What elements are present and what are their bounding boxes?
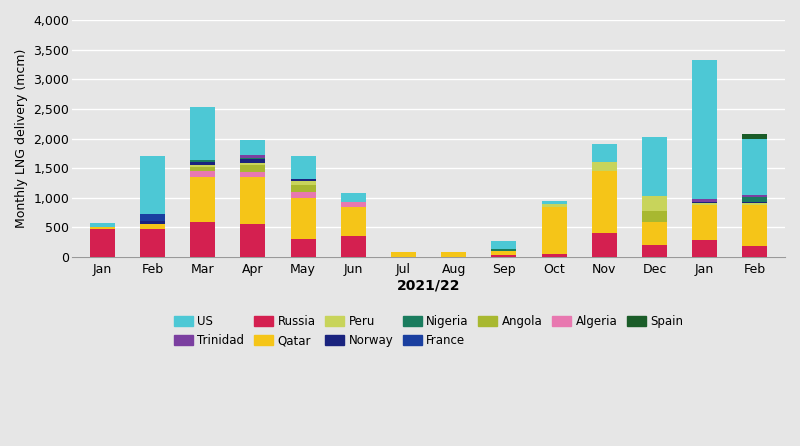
Bar [240, 159, 266, 163]
Bar [240, 140, 266, 155]
Bar [692, 205, 718, 240]
Bar [290, 156, 316, 179]
Bar [90, 223, 115, 227]
Bar [290, 198, 316, 240]
Bar [642, 137, 667, 196]
Bar [140, 221, 165, 224]
Bar [90, 229, 115, 257]
Bar [290, 240, 316, 257]
Bar [341, 236, 366, 257]
Bar [642, 211, 667, 222]
Bar [391, 252, 416, 257]
Bar [190, 162, 215, 165]
Bar [642, 245, 667, 257]
Bar [742, 202, 767, 203]
Bar [491, 251, 517, 255]
Bar [542, 201, 566, 204]
Bar [140, 229, 165, 257]
Bar [742, 195, 767, 197]
Bar [240, 224, 266, 257]
Bar [491, 255, 517, 257]
Bar [692, 240, 718, 257]
Bar [692, 203, 718, 205]
Bar [240, 157, 266, 159]
Bar [592, 162, 617, 171]
Bar [90, 227, 115, 229]
Bar [642, 222, 667, 245]
Bar [190, 167, 215, 171]
Bar [441, 252, 466, 257]
Bar [240, 155, 266, 157]
Bar [692, 202, 718, 203]
Bar [742, 139, 767, 195]
Bar [190, 171, 215, 177]
Bar [491, 241, 517, 249]
Bar [290, 181, 316, 185]
Bar [692, 60, 718, 199]
Bar [140, 224, 165, 229]
Bar [140, 156, 165, 214]
Bar [692, 199, 718, 202]
X-axis label: 2021/22: 2021/22 [397, 278, 460, 293]
Bar [742, 247, 767, 257]
Bar [190, 222, 215, 257]
Bar [190, 177, 215, 222]
Bar [290, 179, 316, 181]
Bar [542, 254, 566, 257]
Legend: US, Trinidad, Russia, Qatar, Peru, Norway, Nigeria, France, Angola, Algeria, Spa: US, Trinidad, Russia, Qatar, Peru, Norwa… [169, 310, 688, 352]
Bar [742, 203, 767, 205]
Bar [592, 145, 617, 162]
Bar [290, 192, 316, 198]
Bar [140, 214, 165, 221]
Bar [290, 185, 316, 192]
Bar [742, 134, 767, 139]
Bar [542, 206, 566, 254]
Bar [742, 197, 767, 202]
Bar [190, 165, 215, 167]
Bar [592, 233, 617, 257]
Bar [341, 206, 366, 236]
Bar [240, 163, 266, 165]
Bar [341, 193, 366, 202]
Bar [190, 107, 215, 161]
Bar [240, 172, 266, 177]
Bar [542, 204, 566, 206]
Bar [190, 161, 215, 162]
Bar [341, 202, 366, 206]
Bar [592, 171, 617, 233]
Bar [240, 165, 266, 172]
Bar [491, 249, 517, 251]
Y-axis label: Monthly LNG delivery (mcm): Monthly LNG delivery (mcm) [15, 49, 28, 228]
Bar [240, 177, 266, 224]
Bar [642, 196, 667, 211]
Bar [742, 205, 767, 247]
